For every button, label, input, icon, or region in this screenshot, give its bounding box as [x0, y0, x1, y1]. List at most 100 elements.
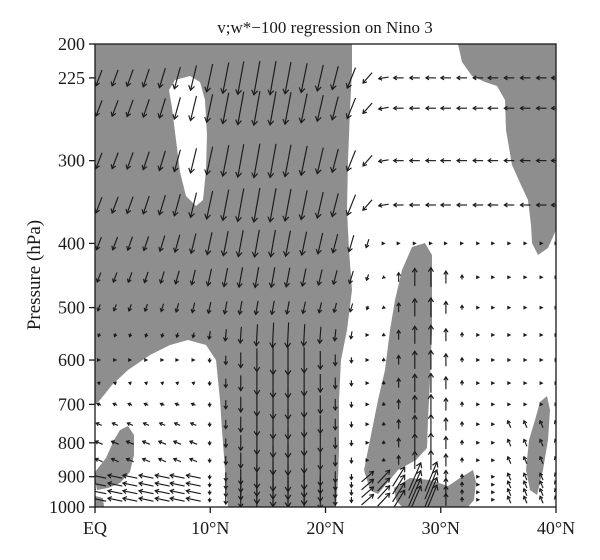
- wind-arrow: [235, 144, 245, 179]
- y-tick-label: 1000: [49, 497, 85, 517]
- wind-arrow: [523, 275, 528, 280]
- wind-arrow: [317, 326, 323, 345]
- wind-arrow: [427, 296, 434, 318]
- wind-arrow: [298, 190, 308, 221]
- wind-arrow: [220, 92, 230, 125]
- wind-arrow: [121, 496, 138, 502]
- wind-arrow: [127, 402, 133, 407]
- wind-arrow: [113, 333, 118, 338]
- wind-arrow: [396, 437, 402, 448]
- wind-arrow: [411, 267, 418, 287]
- wind-arrow: [220, 230, 229, 257]
- wind-arrow: [188, 457, 198, 463]
- wind-arrow: [459, 496, 465, 502]
- wind-arrow: [377, 158, 389, 164]
- shaded-region-bottom-edge-left: [95, 496, 104, 507]
- wind-arrow: [393, 489, 406, 507]
- x-tick-label: 30°N: [422, 518, 460, 538]
- wind-arrow: [204, 146, 214, 176]
- wind-arrow: [535, 75, 547, 81]
- wind-arrow: [506, 480, 512, 489]
- wind-arrow: [408, 469, 423, 499]
- wind-arrow: [172, 440, 182, 445]
- y-tick-label: 600: [58, 350, 85, 370]
- wind-arrow: [110, 196, 119, 215]
- wind-arrow: [345, 97, 357, 120]
- wind-arrow: [237, 435, 244, 452]
- wind-arrow: [207, 482, 212, 488]
- wind-arrow: [443, 416, 449, 431]
- wind-arrow: [97, 358, 101, 363]
- wind-arrow: [349, 421, 354, 429]
- wind-arrow: [317, 395, 324, 415]
- wind-arrow: [111, 236, 119, 251]
- wind-arrow: [408, 202, 420, 208]
- wind-arrow: [330, 96, 339, 121]
- wind-arrow: [361, 493, 375, 506]
- wind-arrow: [112, 272, 118, 284]
- wind-arrow: [428, 241, 433, 246]
- wind-arrow: [365, 333, 370, 338]
- wind-arrow: [523, 402, 528, 407]
- wind-arrow: [154, 481, 170, 487]
- wind-arrow: [538, 438, 544, 447]
- wind-arrow: [411, 450, 418, 470]
- wind-arrow: [491, 490, 496, 495]
- wind-arrow: [503, 202, 515, 208]
- wind-arrow: [396, 354, 402, 365]
- wind-arrow: [392, 158, 404, 164]
- wind-arrow: [112, 304, 117, 312]
- wind-arrow: [522, 419, 528, 428]
- wind-arrow: [267, 91, 277, 127]
- wind-arrow: [110, 99, 119, 118]
- wind-arrow: [125, 152, 134, 170]
- wind-arrow: [523, 381, 528, 386]
- wind-arrow: [487, 202, 499, 208]
- x-tick-label: 40°N: [537, 518, 575, 538]
- wind-arrow: [207, 330, 212, 341]
- wind-arrow: [223, 378, 229, 389]
- wind-arrow: [204, 63, 214, 93]
- wind-arrow: [314, 64, 324, 92]
- wind-arrow: [141, 151, 150, 171]
- wind-arrow: [138, 488, 154, 495]
- wind-arrow: [472, 75, 484, 81]
- wind-arrow: [253, 324, 260, 347]
- wind-arrow: [424, 468, 439, 500]
- wind-arrow: [491, 275, 496, 280]
- wind-arrow: [112, 402, 118, 407]
- wind-arrow: [125, 69, 134, 88]
- wind-arrow: [476, 482, 481, 487]
- wind-arrow: [332, 494, 338, 507]
- wind-arrow: [236, 267, 244, 289]
- wind-arrow: [476, 381, 481, 386]
- wind-arrow: [298, 93, 308, 124]
- y-tick-label: 225: [58, 68, 85, 88]
- wind-arrow: [392, 481, 406, 503]
- wind-arrow: [96, 304, 101, 312]
- y-axis: 200 225 300 400 500 600 700 800 900 1000: [49, 34, 95, 517]
- wind-arrow: [408, 75, 420, 81]
- wind-arrow: [362, 102, 373, 115]
- wind-arrow: [95, 421, 103, 427]
- x-tick-label: EQ: [83, 518, 107, 538]
- wind-arrow: [443, 327, 449, 342]
- wind-arrow: [188, 65, 198, 92]
- wind-arrow: [220, 189, 230, 222]
- wind-arrow: [503, 75, 515, 81]
- wind-arrow: [223, 455, 229, 466]
- shaded-region-upper-right: [458, 44, 556, 255]
- wind-arrow: [503, 105, 515, 111]
- wind-arrow: [535, 105, 547, 111]
- wind-arrow: [349, 380, 354, 387]
- wind-arrow: [330, 233, 339, 254]
- wind-arrow: [237, 452, 244, 469]
- wind-arrow: [455, 158, 468, 164]
- wind-arrow: [427, 432, 434, 453]
- wind-arrow: [538, 495, 544, 504]
- wind-arrow: [507, 358, 512, 363]
- wind-arrow: [443, 241, 448, 246]
- wind-arrow: [317, 351, 324, 371]
- wind-arrow: [476, 497, 481, 502]
